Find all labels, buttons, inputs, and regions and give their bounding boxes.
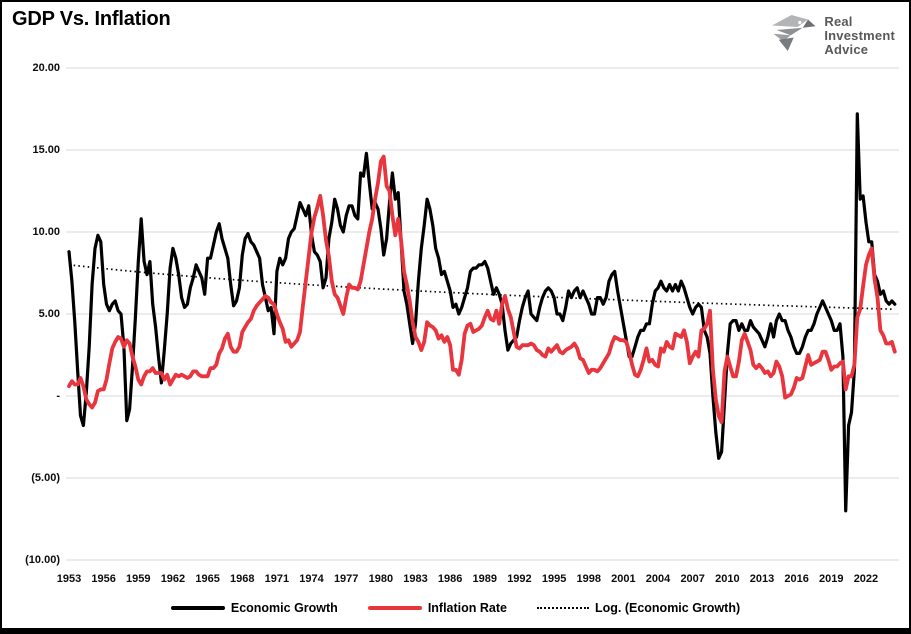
x-tick-label: 2016 [784, 573, 809, 585]
x-tick-label: 1980 [368, 573, 394, 585]
x-tick-label: 1998 [576, 573, 601, 585]
x-tick-label: 2001 [611, 573, 636, 585]
legend: Economic Growth Inflation Rate Log. (Eco… [2, 597, 909, 619]
inflation-rate-line-sample [367, 606, 422, 610]
y-tick-label: 15.00 [32, 143, 60, 156]
brand-logo: Real Investment Advice [769, 10, 895, 61]
legend-label-economic-growth: Economic Growth [230, 601, 338, 615]
x-tick-label: 1977 [333, 573, 359, 585]
y-tick-label: - [56, 389, 60, 402]
x-tick-label: 2004 [645, 573, 671, 585]
x-tick-label: 1968 [230, 573, 255, 585]
y-tick-label: (10.00) [25, 553, 60, 566]
x-tick-label: 1992 [507, 573, 532, 585]
economic-growth-line-sample [170, 606, 225, 610]
x-tick-label: 2007 [680, 573, 705, 585]
x-tick-label: 1974 [299, 573, 324, 585]
page-title: GDP Vs. Inflation [12, 8, 171, 30]
x-tick-label: 2019 [819, 573, 844, 585]
x-tick-label: 2013 [749, 573, 775, 585]
series-inflation-rate [67, 154, 897, 425]
brand-name: Real Investment Advice [824, 13, 895, 57]
eagle-icon [769, 10, 817, 61]
x-tick-label: 1989 [472, 573, 498, 585]
x-tick-label: 1983 [403, 573, 428, 585]
brand-line-3: Advice [824, 41, 869, 57]
x-tick-label: 1959 [126, 573, 151, 585]
x-tick-label: 2022 [853, 573, 879, 585]
x-tick-label: 1962 [160, 573, 186, 585]
x-tick-label: 1971 [264, 573, 290, 585]
legend-label-log-trend: Log. (Economic Growth) [594, 601, 741, 615]
y-tick-label: 5.00 [38, 307, 60, 320]
x-tick-label: 1956 [91, 573, 116, 585]
x-tick-label: 1953 [56, 573, 82, 585]
brand-line-2: Investment [824, 27, 895, 43]
x-tick-label: 1965 [195, 573, 220, 585]
x-tick-label: 1986 [437, 573, 463, 585]
x-tick-label: 2010 [715, 573, 740, 585]
legend-item-economic-growth: Economic Growth [170, 601, 338, 615]
legend-item-log-trend: Log. (Economic Growth) [536, 601, 741, 615]
series-economic-growth [67, 112, 897, 513]
y-tick-label: 10.00 [32, 225, 60, 238]
legend-item-inflation-rate: Inflation Rate [367, 601, 507, 615]
brand-line-1: Real [824, 13, 853, 29]
log-trend-line-sample [536, 607, 589, 609]
legend-label-inflation-rate: Inflation Rate [427, 601, 507, 615]
y-tick-label: 20.00 [32, 61, 60, 74]
y-tick-label: (5.00) [31, 471, 60, 484]
x-tick-label: 1995 [541, 573, 567, 585]
bottom-border-bar [2, 628, 909, 634]
